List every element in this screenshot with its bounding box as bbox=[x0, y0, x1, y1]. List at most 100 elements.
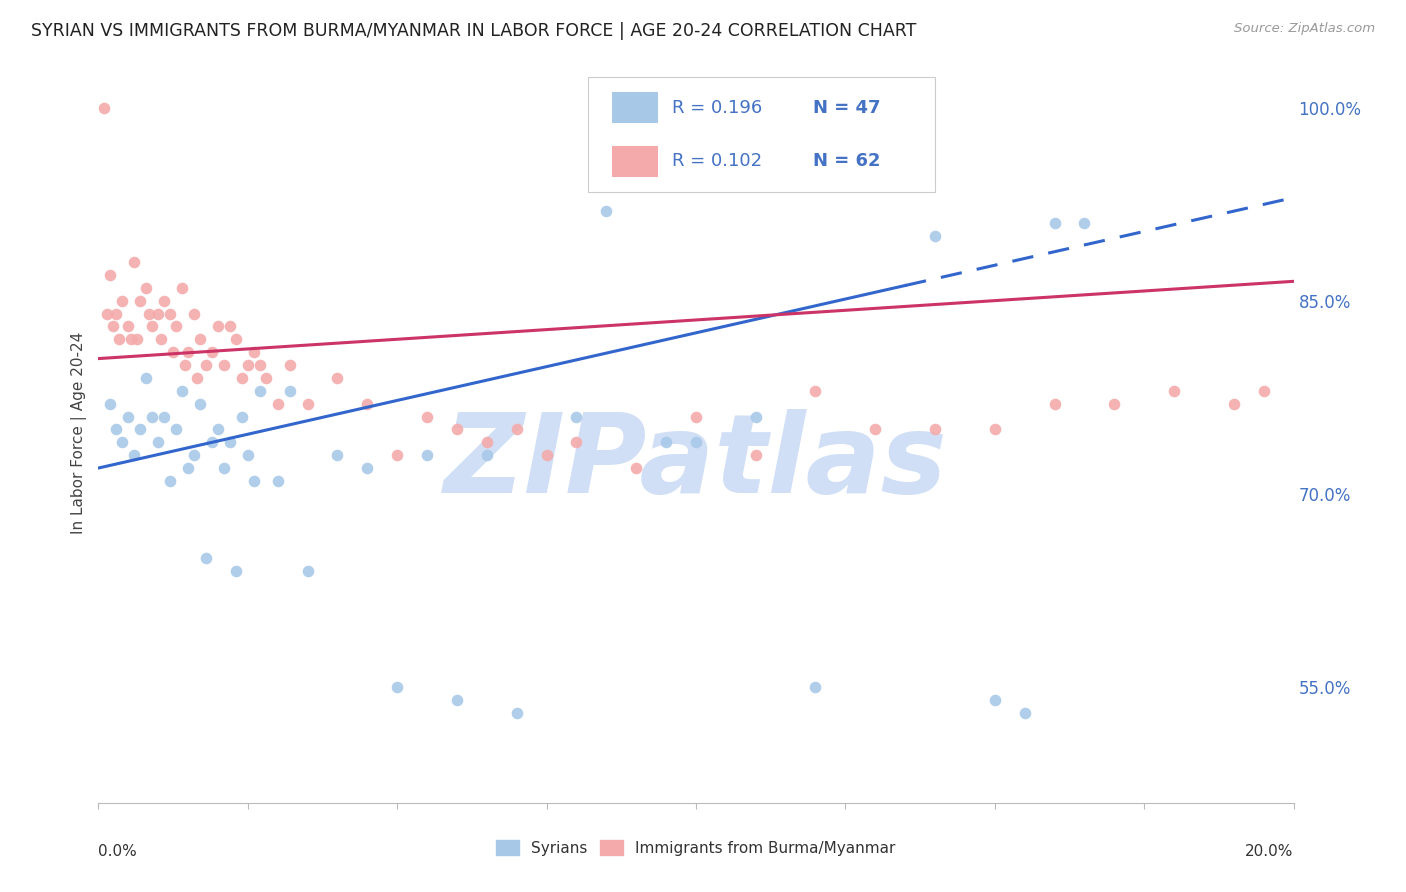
Y-axis label: In Labor Force | Age 20-24: In Labor Force | Age 20-24 bbox=[72, 332, 87, 533]
Point bbox=[93, 101, 115, 115]
Point bbox=[565, 409, 588, 424]
Point bbox=[183, 306, 205, 320]
Point bbox=[148, 306, 170, 320]
Point bbox=[506, 422, 529, 436]
Point bbox=[297, 397, 319, 411]
Point bbox=[236, 448, 259, 462]
Point bbox=[150, 332, 173, 346]
Point bbox=[506, 706, 529, 720]
Point bbox=[475, 448, 498, 462]
Text: 0.0%: 0.0% bbox=[98, 844, 138, 858]
Point bbox=[924, 229, 946, 244]
Point bbox=[103, 319, 125, 334]
Point bbox=[159, 474, 181, 488]
Point bbox=[231, 409, 253, 424]
Point bbox=[98, 268, 122, 282]
Point bbox=[1223, 397, 1246, 411]
Point bbox=[124, 255, 146, 269]
Point bbox=[865, 422, 887, 436]
Point bbox=[188, 397, 211, 411]
Legend: Syrians, Immigrants from Burma/Myanmar: Syrians, Immigrants from Burma/Myanmar bbox=[491, 834, 901, 862]
Point bbox=[278, 358, 301, 372]
Point bbox=[129, 293, 152, 308]
Text: SYRIAN VS IMMIGRANTS FROM BURMA/MYANMAR IN LABOR FORCE | AGE 20-24 CORRELATION C: SYRIAN VS IMMIGRANTS FROM BURMA/MYANMAR … bbox=[31, 22, 917, 40]
Point bbox=[162, 345, 184, 359]
Point bbox=[219, 319, 242, 334]
Point bbox=[212, 461, 235, 475]
Point bbox=[138, 306, 160, 320]
Point bbox=[267, 397, 290, 411]
Point bbox=[207, 319, 229, 334]
Point bbox=[117, 319, 139, 334]
Point bbox=[127, 332, 149, 346]
Point bbox=[1163, 384, 1185, 398]
Point bbox=[416, 409, 439, 424]
Point bbox=[165, 319, 187, 334]
Text: R = 0.102: R = 0.102 bbox=[672, 153, 762, 170]
Point bbox=[212, 358, 235, 372]
Point bbox=[141, 409, 163, 424]
Point bbox=[141, 319, 163, 334]
Point bbox=[984, 422, 1007, 436]
Point bbox=[278, 384, 301, 398]
Point bbox=[236, 358, 259, 372]
Point bbox=[685, 409, 707, 424]
Point bbox=[195, 551, 218, 566]
Point bbox=[231, 371, 253, 385]
Text: Source: ZipAtlas.com: Source: ZipAtlas.com bbox=[1234, 22, 1375, 36]
Point bbox=[186, 371, 208, 385]
Point bbox=[108, 332, 131, 346]
Point bbox=[183, 448, 205, 462]
Text: R = 0.196: R = 0.196 bbox=[672, 99, 762, 117]
Point bbox=[446, 693, 468, 707]
FancyBboxPatch shape bbox=[613, 92, 658, 123]
Point bbox=[326, 371, 349, 385]
Point bbox=[1043, 397, 1066, 411]
Point bbox=[105, 306, 128, 320]
Point bbox=[117, 409, 139, 424]
Text: N = 62: N = 62 bbox=[813, 153, 880, 170]
Point bbox=[1073, 216, 1095, 230]
Point bbox=[385, 448, 409, 462]
Point bbox=[177, 461, 200, 475]
Point bbox=[655, 435, 678, 450]
Point bbox=[1104, 397, 1126, 411]
Point bbox=[148, 435, 170, 450]
Point bbox=[165, 422, 187, 436]
FancyBboxPatch shape bbox=[589, 78, 935, 192]
Text: N = 47: N = 47 bbox=[813, 99, 880, 117]
FancyBboxPatch shape bbox=[613, 146, 658, 177]
Point bbox=[475, 435, 498, 450]
Point bbox=[356, 461, 378, 475]
Point bbox=[177, 345, 200, 359]
Point bbox=[172, 384, 194, 398]
Point bbox=[243, 345, 266, 359]
Point bbox=[111, 293, 134, 308]
Point bbox=[249, 384, 271, 398]
Point bbox=[96, 306, 118, 320]
Point bbox=[201, 435, 224, 450]
Point bbox=[1253, 384, 1275, 398]
Point bbox=[124, 448, 146, 462]
Point bbox=[297, 564, 319, 578]
Point bbox=[267, 474, 290, 488]
Point bbox=[120, 332, 142, 346]
Point bbox=[446, 422, 468, 436]
Point bbox=[225, 332, 247, 346]
Point bbox=[1043, 216, 1066, 230]
Point bbox=[326, 448, 349, 462]
Point bbox=[111, 435, 134, 450]
Point bbox=[188, 332, 211, 346]
Text: 20.0%: 20.0% bbox=[1246, 844, 1294, 858]
Point bbox=[536, 448, 558, 462]
Point bbox=[243, 474, 266, 488]
Point bbox=[135, 371, 157, 385]
Point bbox=[745, 409, 768, 424]
Point bbox=[105, 422, 128, 436]
Point bbox=[195, 358, 218, 372]
Point bbox=[98, 397, 122, 411]
Point bbox=[172, 281, 194, 295]
Point bbox=[129, 422, 152, 436]
Point bbox=[254, 371, 277, 385]
Point bbox=[565, 435, 588, 450]
